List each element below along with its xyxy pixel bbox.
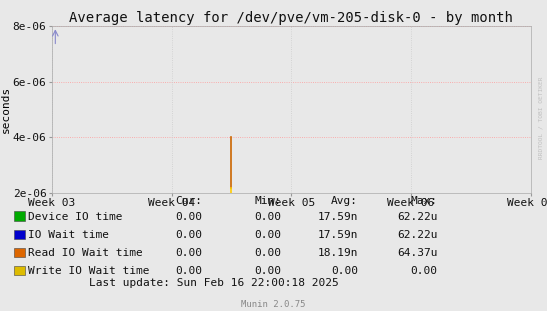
Text: 0.00: 0.00 bbox=[176, 212, 202, 222]
Text: 0.00: 0.00 bbox=[176, 230, 202, 240]
Text: 0.00: 0.00 bbox=[255, 230, 282, 240]
Text: Write IO Wait time: Write IO Wait time bbox=[28, 266, 150, 276]
Text: Min:: Min: bbox=[255, 196, 282, 206]
Text: 62.22u: 62.22u bbox=[397, 230, 438, 240]
Text: Device IO time: Device IO time bbox=[28, 212, 123, 222]
Text: 0.00: 0.00 bbox=[255, 266, 282, 276]
Text: 0.00: 0.00 bbox=[411, 266, 438, 276]
Text: Avg:: Avg: bbox=[331, 196, 358, 206]
Text: 17.59n: 17.59n bbox=[318, 230, 358, 240]
Text: Max:: Max: bbox=[411, 196, 438, 206]
Text: 0.00: 0.00 bbox=[255, 248, 282, 258]
Text: 0.00: 0.00 bbox=[255, 212, 282, 222]
Text: Last update: Sun Feb 16 22:00:18 2025: Last update: Sun Feb 16 22:00:18 2025 bbox=[89, 278, 339, 288]
Text: Cur:: Cur: bbox=[176, 196, 202, 206]
Text: Munin 2.0.75: Munin 2.0.75 bbox=[241, 300, 306, 309]
Text: 0.00: 0.00 bbox=[176, 248, 202, 258]
Text: 62.22u: 62.22u bbox=[397, 212, 438, 222]
Text: RRDTOOL / TOBI OETIKER: RRDTOOL / TOBI OETIKER bbox=[538, 77, 543, 160]
Text: Read IO Wait time: Read IO Wait time bbox=[28, 248, 143, 258]
Text: 0.00: 0.00 bbox=[331, 266, 358, 276]
Text: 18.19n: 18.19n bbox=[318, 248, 358, 258]
Text: 17.59n: 17.59n bbox=[318, 212, 358, 222]
Y-axis label: seconds: seconds bbox=[1, 86, 11, 133]
Text: 64.37u: 64.37u bbox=[397, 248, 438, 258]
Text: IO Wait time: IO Wait time bbox=[28, 230, 109, 240]
Text: 0.00: 0.00 bbox=[176, 266, 202, 276]
Title: Average latency for /dev/pve/vm-205-disk-0 - by month: Average latency for /dev/pve/vm-205-disk… bbox=[69, 11, 513, 25]
